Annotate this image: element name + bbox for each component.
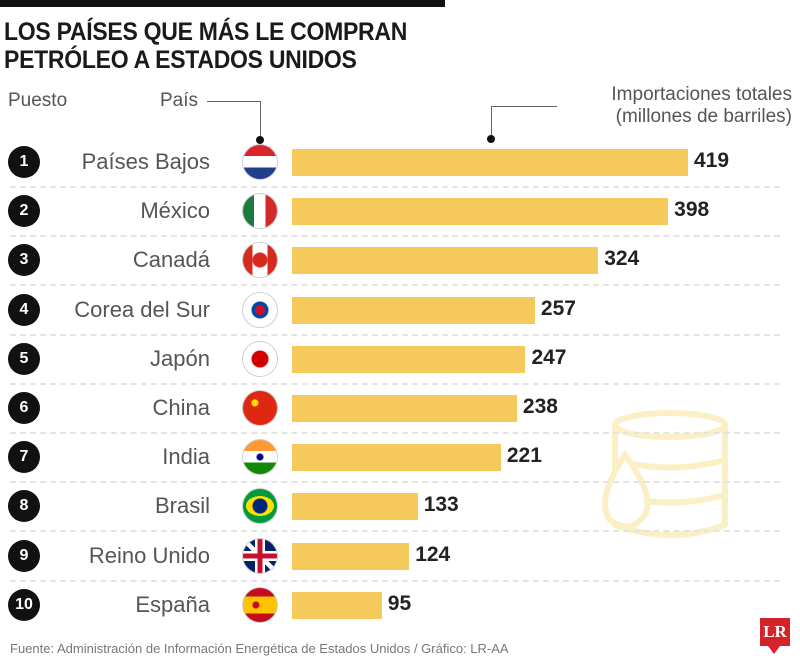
country-leader-line-v [260,101,261,139]
value-label: 257 [540,296,576,320]
bar-row: 7 India 221 [0,433,800,484]
bar-row: 6 China 238 [0,384,800,434]
rank-badge: 9 [8,539,40,572]
country-leader-dot [256,136,264,144]
country-label: Países Bajos [81,149,210,174]
rank-badge: 1 [8,146,40,178]
bar-row: 8 Brasil 133 [0,482,800,533]
netherlands-flag-icon [243,145,277,179]
rank-badge: 10 [8,588,40,621]
bar [292,296,535,324]
rank-badge: 8 [8,490,40,523]
bar [292,345,526,373]
value-label: 95 [387,591,412,615]
rank-badge: 4 [8,293,40,326]
bar-row: 9 Reino Unido 124 [0,532,800,582]
value-header-line-1: Importaciones totales [611,84,792,105]
india-flag-icon [243,440,277,475]
bar-row: 3 Canadá 324 [0,236,800,287]
source-note: Fuente: Administración de Información En… [10,641,509,656]
value-label: 124 [415,542,451,566]
uk-flag-icon [243,538,277,573]
country-label: Brasil [154,493,210,519]
country-label: India [162,444,210,470]
top-rule [0,0,445,7]
japan-flag-icon [243,341,277,376]
country-label: Canadá [132,247,210,273]
bar [292,395,517,422]
bar-row: 5 Japón 247 [0,335,800,385]
china-flag-icon [243,391,277,425]
value-label: 398 [674,198,710,222]
value-label: 221 [506,444,542,468]
row-divider [10,186,780,188]
country-header: País [160,90,199,111]
rank-badge: 2 [8,195,40,228]
bar [292,444,501,472]
bar-row: 10 España 95 [0,581,800,630]
rank-badge: 3 [8,244,40,277]
rank-badge: 7 [8,441,40,474]
bar [292,247,599,275]
country-label: Reino Unido [88,542,210,568]
country-label: China [152,395,210,420]
bar [292,542,410,570]
row-divider [10,284,780,287]
value-leader-dot [487,135,495,143]
country-label: México [140,198,210,224]
row-divider [10,333,780,336]
mexico-flag-icon [243,194,277,229]
title-line-1: LOS PAÍSES QUE MÁS LE COMPRAN [4,18,408,46]
value-label: 247 [531,345,567,369]
value-label: 133 [423,493,459,517]
value-header: Importaciones totales (millones de barri… [611,84,792,128]
rank-header: Puesto [8,90,68,111]
country-leader-line [207,101,260,102]
bar [292,493,418,521]
bar [292,149,688,176]
lr-logo: LR [760,618,790,654]
row-divider [10,579,780,582]
value-label: 324 [604,247,640,271]
bar-row: 4 Corea del Sur 257 [0,286,800,336]
row-divider [10,235,780,238]
bar [292,591,382,619]
spain-flag-icon [243,587,277,622]
value-leader-line [491,106,557,107]
oil-barrel-icon [602,410,728,538]
value-header-line-2: (millones de barriles) [615,106,792,127]
country-label: Corea del Sur [74,296,210,322]
bar-row: 2 México 398 [0,187,800,238]
row-divider [10,481,780,484]
chart-title: LOS PAÍSES QUE MÁS LE COMPRAN PETRÓLEO A… [4,18,407,74]
bar [292,198,669,226]
value-label: 238 [522,395,558,418]
title-line-2: PETRÓLEO A ESTADOS UNIDOS [4,46,357,74]
country-label: España [135,591,210,617]
value-label: 419 [694,149,730,172]
row-divider [10,530,780,533]
bar-row: 1 Países Bajos 419 [0,138,800,188]
rank-badge: 6 [8,392,40,424]
country-label: Japón [150,345,210,371]
rank-badge: 5 [8,342,40,375]
row-divider [10,382,780,385]
canada-flag-icon [243,243,277,278]
south-korea-flag-icon [243,292,277,327]
value-leader-line-v [491,106,492,138]
row-divider [10,432,780,434]
brazil-flag-icon [243,489,277,524]
